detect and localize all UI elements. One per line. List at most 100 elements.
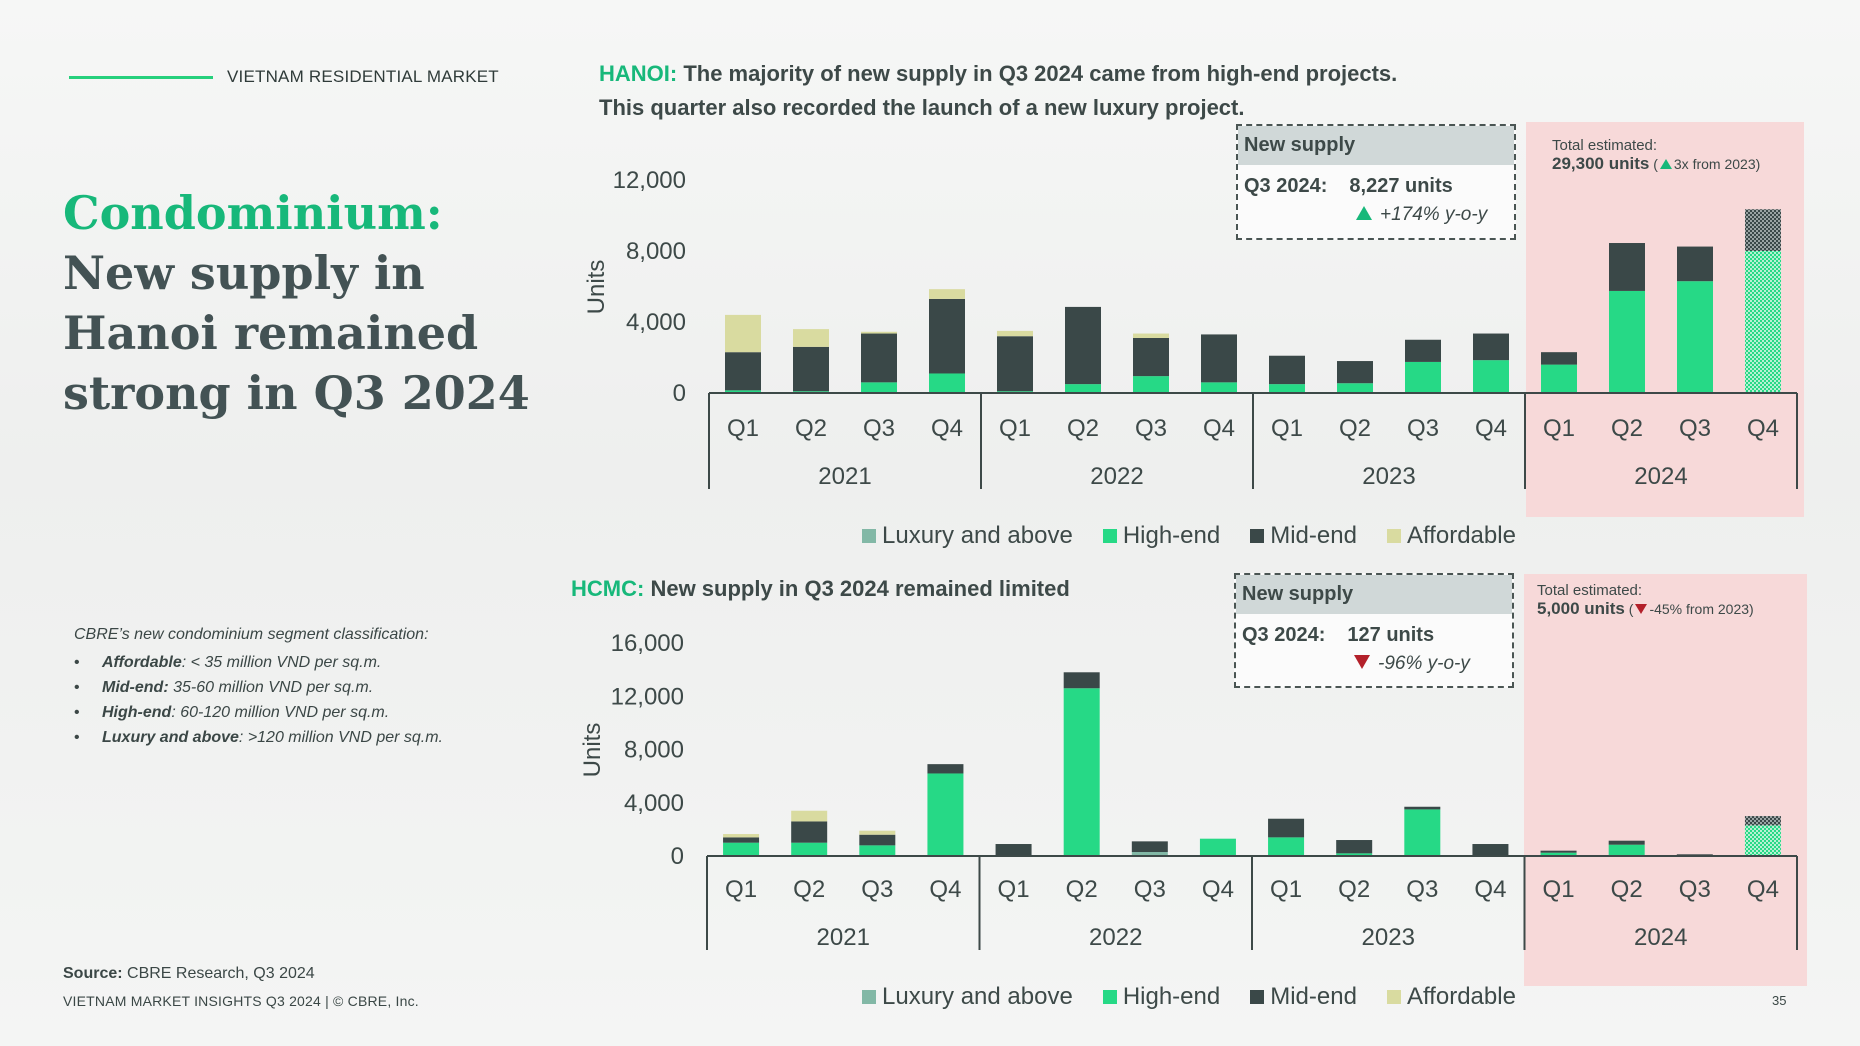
hcmc-forecast-band	[1524, 574, 1807, 986]
hanoi-x-tick-label: Q4	[1203, 415, 1235, 442]
hcmc-bar-mid-end	[1131, 841, 1168, 853]
hanoi-y-axis-label: Units	[583, 260, 610, 315]
classification-desc: 35-60 million VND per sq.m.	[168, 679, 374, 696]
hanoi-bar-mid-end	[1269, 355, 1305, 385]
hanoi-chart-title: HANOI: The majority of new supply in Q3 …	[599, 57, 1499, 125]
hcmc-bar-affordable	[723, 834, 760, 838]
hcmc-x-tick-label: Q4	[1202, 876, 1234, 903]
hcmc-y-tick-label: 12,000	[611, 683, 684, 710]
estimate-change: 3x from 2023)	[1673, 156, 1761, 172]
hcmc-bar-high-end	[1744, 825, 1781, 856]
hanoi-bar-high-end	[1609, 290, 1645, 393]
legend-item-high-end: High-end	[1102, 983, 1220, 1011]
hcmc-y-tick-label: 16,000	[611, 630, 684, 657]
hanoi-x-tick-label: Q2	[1067, 415, 1099, 442]
legend-swatch	[1102, 990, 1117, 1004]
hcmc-x-tick-label: Q1	[1270, 876, 1302, 903]
legend-label: Affordable	[1406, 983, 1516, 1010]
hanoi-year-label: 2023	[1362, 463, 1415, 490]
estimate-label: Total estimated:	[1537, 582, 1643, 599]
hanoi-bar-high-end	[929, 373, 965, 393]
estimate-change-open: (	[1624, 601, 1634, 617]
classification-item: • Mid-end: 35-60 million VND per sq.m.	[74, 675, 534, 700]
hanoi-x-tick-label: Q2	[1339, 415, 1371, 442]
classification-name: Affordable	[102, 654, 182, 671]
legend-label: Luxury and above	[882, 983, 1073, 1010]
estimate-label: Total estimated:	[1552, 137, 1658, 154]
hcmc-bar-mid-end	[1063, 672, 1100, 689]
hanoi-bar-mid-end	[1541, 352, 1577, 365]
legend-swatch	[1250, 529, 1265, 543]
hanoi-bar-mid-end	[1745, 209, 1781, 251]
hcmc-bar-mid-end	[1336, 840, 1373, 854]
hcmc-bar-high-end	[1540, 852, 1577, 856]
hanoi-x-tick-label: Q3	[1679, 415, 1711, 442]
hanoi-legend: Luxury and above High-end Mid-end Afford…	[862, 522, 1516, 550]
estimate-value: 29,300 units	[1552, 154, 1650, 173]
hcmc-total-estimate: Total estimated: 5,000 units (-45% from …	[1537, 582, 1754, 619]
hanoi-bar-high-end	[1677, 281, 1713, 393]
estimate-change: -45% from 2023)	[1649, 601, 1754, 617]
hanoi-bar-high-end	[1269, 384, 1305, 393]
legend-swatch	[1250, 990, 1265, 1004]
hcmc-bar-high-end	[1268, 837, 1305, 856]
legend-item-affordable: Affordable	[1386, 522, 1516, 550]
hcmc-y-tick-label: 4,000	[624, 790, 684, 817]
hcmc-bar-mid-end	[1472, 844, 1509, 856]
hanoi-bar-mid-end	[1065, 306, 1101, 385]
hcmc-bar-mid-end	[723, 837, 760, 843]
hanoi-y-tick-label: 4,000	[626, 309, 686, 336]
bullet-icon: •	[74, 729, 80, 746]
segment-classification: CBRE’s new condominium segment classific…	[74, 626, 534, 750]
source-label: Source:	[63, 965, 123, 982]
hcmc-bar-high-end	[859, 845, 896, 856]
callout-change: +174% y-o-y	[1238, 198, 1514, 226]
hanoi-bar-affordable	[1133, 333, 1169, 338]
callout-change: -96% y-o-y	[1236, 647, 1512, 675]
legend-item-affordable: Affordable	[1386, 983, 1516, 1011]
hanoi-city-label: HANOI:	[599, 61, 678, 86]
legend-swatch	[1386, 529, 1401, 543]
callout-value: 127 units	[1347, 624, 1435, 646]
legend-item-luxury: Luxury and above	[862, 983, 1073, 1011]
hanoi-title-line2: This quarter also recorded the launch of…	[599, 95, 1245, 120]
hcmc-x-tick-label: Q2	[1611, 876, 1643, 903]
up-triangle-icon	[1659, 159, 1672, 169]
hcmc-x-tick-label: Q1	[725, 876, 757, 903]
hanoi-bar-affordable	[997, 330, 1033, 337]
hcmc-bar-mid-end	[995, 844, 1032, 856]
hanoi-y-tick-label: 0	[673, 380, 686, 407]
classification-item: • High-end: 60-120 million VND per sq.m.	[74, 700, 534, 725]
hcmc-bar-mid-end	[859, 834, 896, 846]
callout-quarter: Q3 2024:	[1244, 175, 1328, 197]
header-rule	[69, 76, 213, 79]
hcmc-x-tick-label: Q4	[1474, 876, 1506, 903]
hanoi-bar-mid-end	[1201, 334, 1237, 383]
hanoi-x-tick-label: Q3	[1135, 415, 1167, 442]
header-label: VIETNAM RESIDENTIAL MARKET	[227, 67, 499, 86]
hanoi-bar-mid-end	[1405, 339, 1441, 362]
page-title-accent: Condominium:	[63, 186, 443, 240]
classification-name: Luxury and above	[102, 729, 239, 746]
hanoi-bar-high-end	[1473, 360, 1509, 393]
hcmc-bar-luxury-and-above	[1131, 852, 1168, 856]
hcmc-year-label: 2023	[1362, 924, 1415, 951]
hcmc-bar-high-end	[791, 842, 828, 856]
hanoi-bar-mid-end	[793, 346, 829, 392]
legend-label: Luxury and above	[882, 522, 1073, 549]
hanoi-bar-high-end	[1201, 382, 1237, 393]
hcmc-bar-mid-end	[927, 764, 964, 774]
hcmc-x-tick-label: Q4	[929, 876, 961, 903]
hcmc-x-tick-label: Q3	[861, 876, 893, 903]
classification-item: • Luxury and above: >120 million VND per …	[74, 725, 534, 750]
classification-item: • Affordable: < 35 million VND per sq.m.	[74, 650, 534, 675]
up-triangle-icon	[1356, 206, 1372, 220]
hanoi-bar-high-end	[1745, 251, 1781, 393]
hcmc-year-label: 2021	[817, 924, 870, 951]
classification-name: High-end	[102, 704, 172, 721]
hanoi-bar-high-end	[1541, 364, 1577, 393]
hanoi-x-tick-label: Q2	[795, 415, 827, 442]
hcmc-bar-high-end	[1404, 809, 1441, 856]
legend-label: Affordable	[1406, 522, 1516, 549]
callout-row: Q3 2024: 127 units	[1236, 614, 1512, 647]
